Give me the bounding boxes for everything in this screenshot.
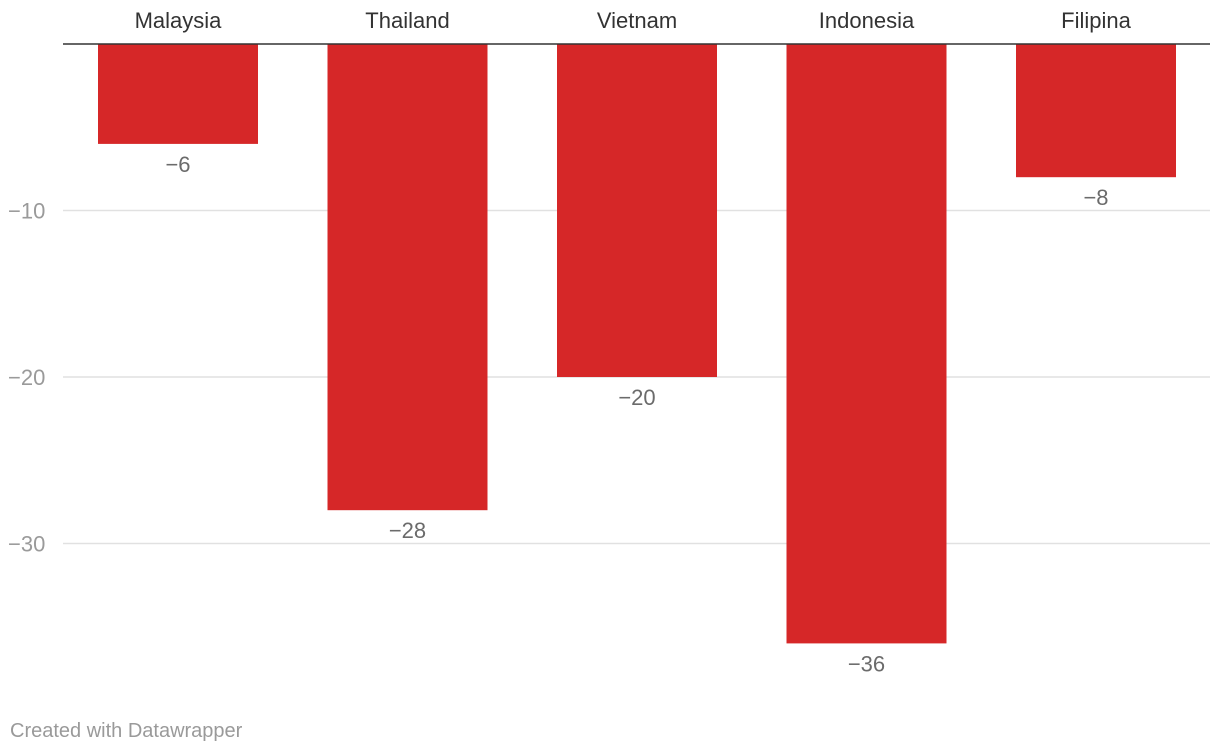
value-label: −28	[389, 518, 426, 543]
category-label: Malaysia	[135, 8, 223, 33]
y-tick-label: −30	[8, 532, 45, 557]
bar-filipina	[1016, 44, 1176, 178]
bar-malaysia	[98, 44, 258, 144]
bar-thailand	[327, 44, 488, 511]
bars	[98, 44, 1176, 644]
y-tick-label: −10	[8, 199, 45, 224]
bar-vietnam	[557, 44, 717, 377]
y-tick-label: −20	[8, 365, 45, 390]
category-label: Indonesia	[819, 8, 915, 33]
credit-text: Created with Datawrapper	[10, 720, 243, 742]
category-label: Vietnam	[597, 8, 677, 33]
value-label: −36	[848, 651, 885, 676]
value-label: −20	[618, 385, 655, 410]
value-label: −6	[165, 152, 190, 177]
bar-indonesia	[786, 44, 947, 644]
labels: −10 −20 −30 Malaysia −6 Thailand −28 Vietnam −20…	[8, 8, 1132, 676]
category-label: Filipina	[1061, 8, 1131, 33]
category-label: Thailand	[365, 8, 449, 33]
value-label: −8	[1083, 185, 1108, 210]
